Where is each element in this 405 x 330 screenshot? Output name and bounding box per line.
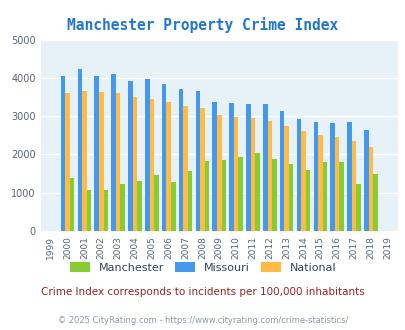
Bar: [204, 161, 209, 231]
Bar: [216, 115, 221, 231]
Text: Manchester Property Crime Index: Manchester Property Crime Index: [67, 17, 338, 33]
Bar: [115, 93, 120, 231]
Bar: [363, 130, 368, 231]
Bar: [195, 90, 200, 231]
Bar: [339, 162, 343, 231]
Bar: [188, 171, 192, 231]
Bar: [301, 131, 305, 231]
Bar: [317, 135, 322, 231]
Bar: [82, 91, 87, 231]
Bar: [229, 103, 233, 231]
Bar: [250, 118, 255, 231]
Bar: [103, 190, 108, 231]
Bar: [356, 184, 360, 231]
Bar: [313, 121, 317, 231]
Bar: [70, 178, 74, 231]
Bar: [305, 170, 309, 231]
Bar: [322, 162, 326, 231]
Bar: [137, 181, 141, 231]
Legend: Manchester, Missouri, National: Manchester, Missouri, National: [65, 258, 340, 278]
Bar: [372, 174, 377, 231]
Bar: [162, 83, 166, 231]
Bar: [288, 164, 293, 231]
Bar: [128, 81, 132, 231]
Text: © 2025 CityRating.com - https://www.cityrating.com/crime-statistics/: © 2025 CityRating.com - https://www.city…: [58, 315, 347, 325]
Bar: [171, 182, 175, 231]
Bar: [212, 102, 216, 231]
Bar: [284, 126, 288, 231]
Bar: [111, 75, 115, 231]
Bar: [238, 157, 242, 231]
Bar: [99, 92, 103, 231]
Bar: [65, 93, 70, 231]
Bar: [255, 153, 259, 231]
Text: Crime Index corresponds to incidents per 100,000 inhabitants: Crime Index corresponds to incidents per…: [41, 287, 364, 297]
Bar: [166, 102, 171, 231]
Bar: [267, 121, 271, 231]
Bar: [145, 80, 149, 231]
Bar: [183, 106, 188, 231]
Bar: [346, 122, 351, 231]
Bar: [149, 99, 154, 231]
Bar: [233, 117, 238, 231]
Bar: [330, 123, 334, 231]
Bar: [351, 141, 356, 231]
Bar: [279, 111, 283, 231]
Bar: [154, 175, 158, 231]
Bar: [271, 159, 276, 231]
Bar: [77, 69, 82, 231]
Bar: [296, 119, 301, 231]
Bar: [262, 104, 267, 231]
Bar: [221, 160, 226, 231]
Bar: [120, 184, 125, 231]
Bar: [200, 108, 204, 231]
Bar: [132, 97, 137, 231]
Bar: [94, 76, 99, 231]
Bar: [245, 104, 250, 231]
Bar: [334, 137, 339, 231]
Bar: [368, 147, 372, 231]
Bar: [87, 190, 91, 231]
Bar: [61, 76, 65, 231]
Bar: [178, 88, 183, 231]
